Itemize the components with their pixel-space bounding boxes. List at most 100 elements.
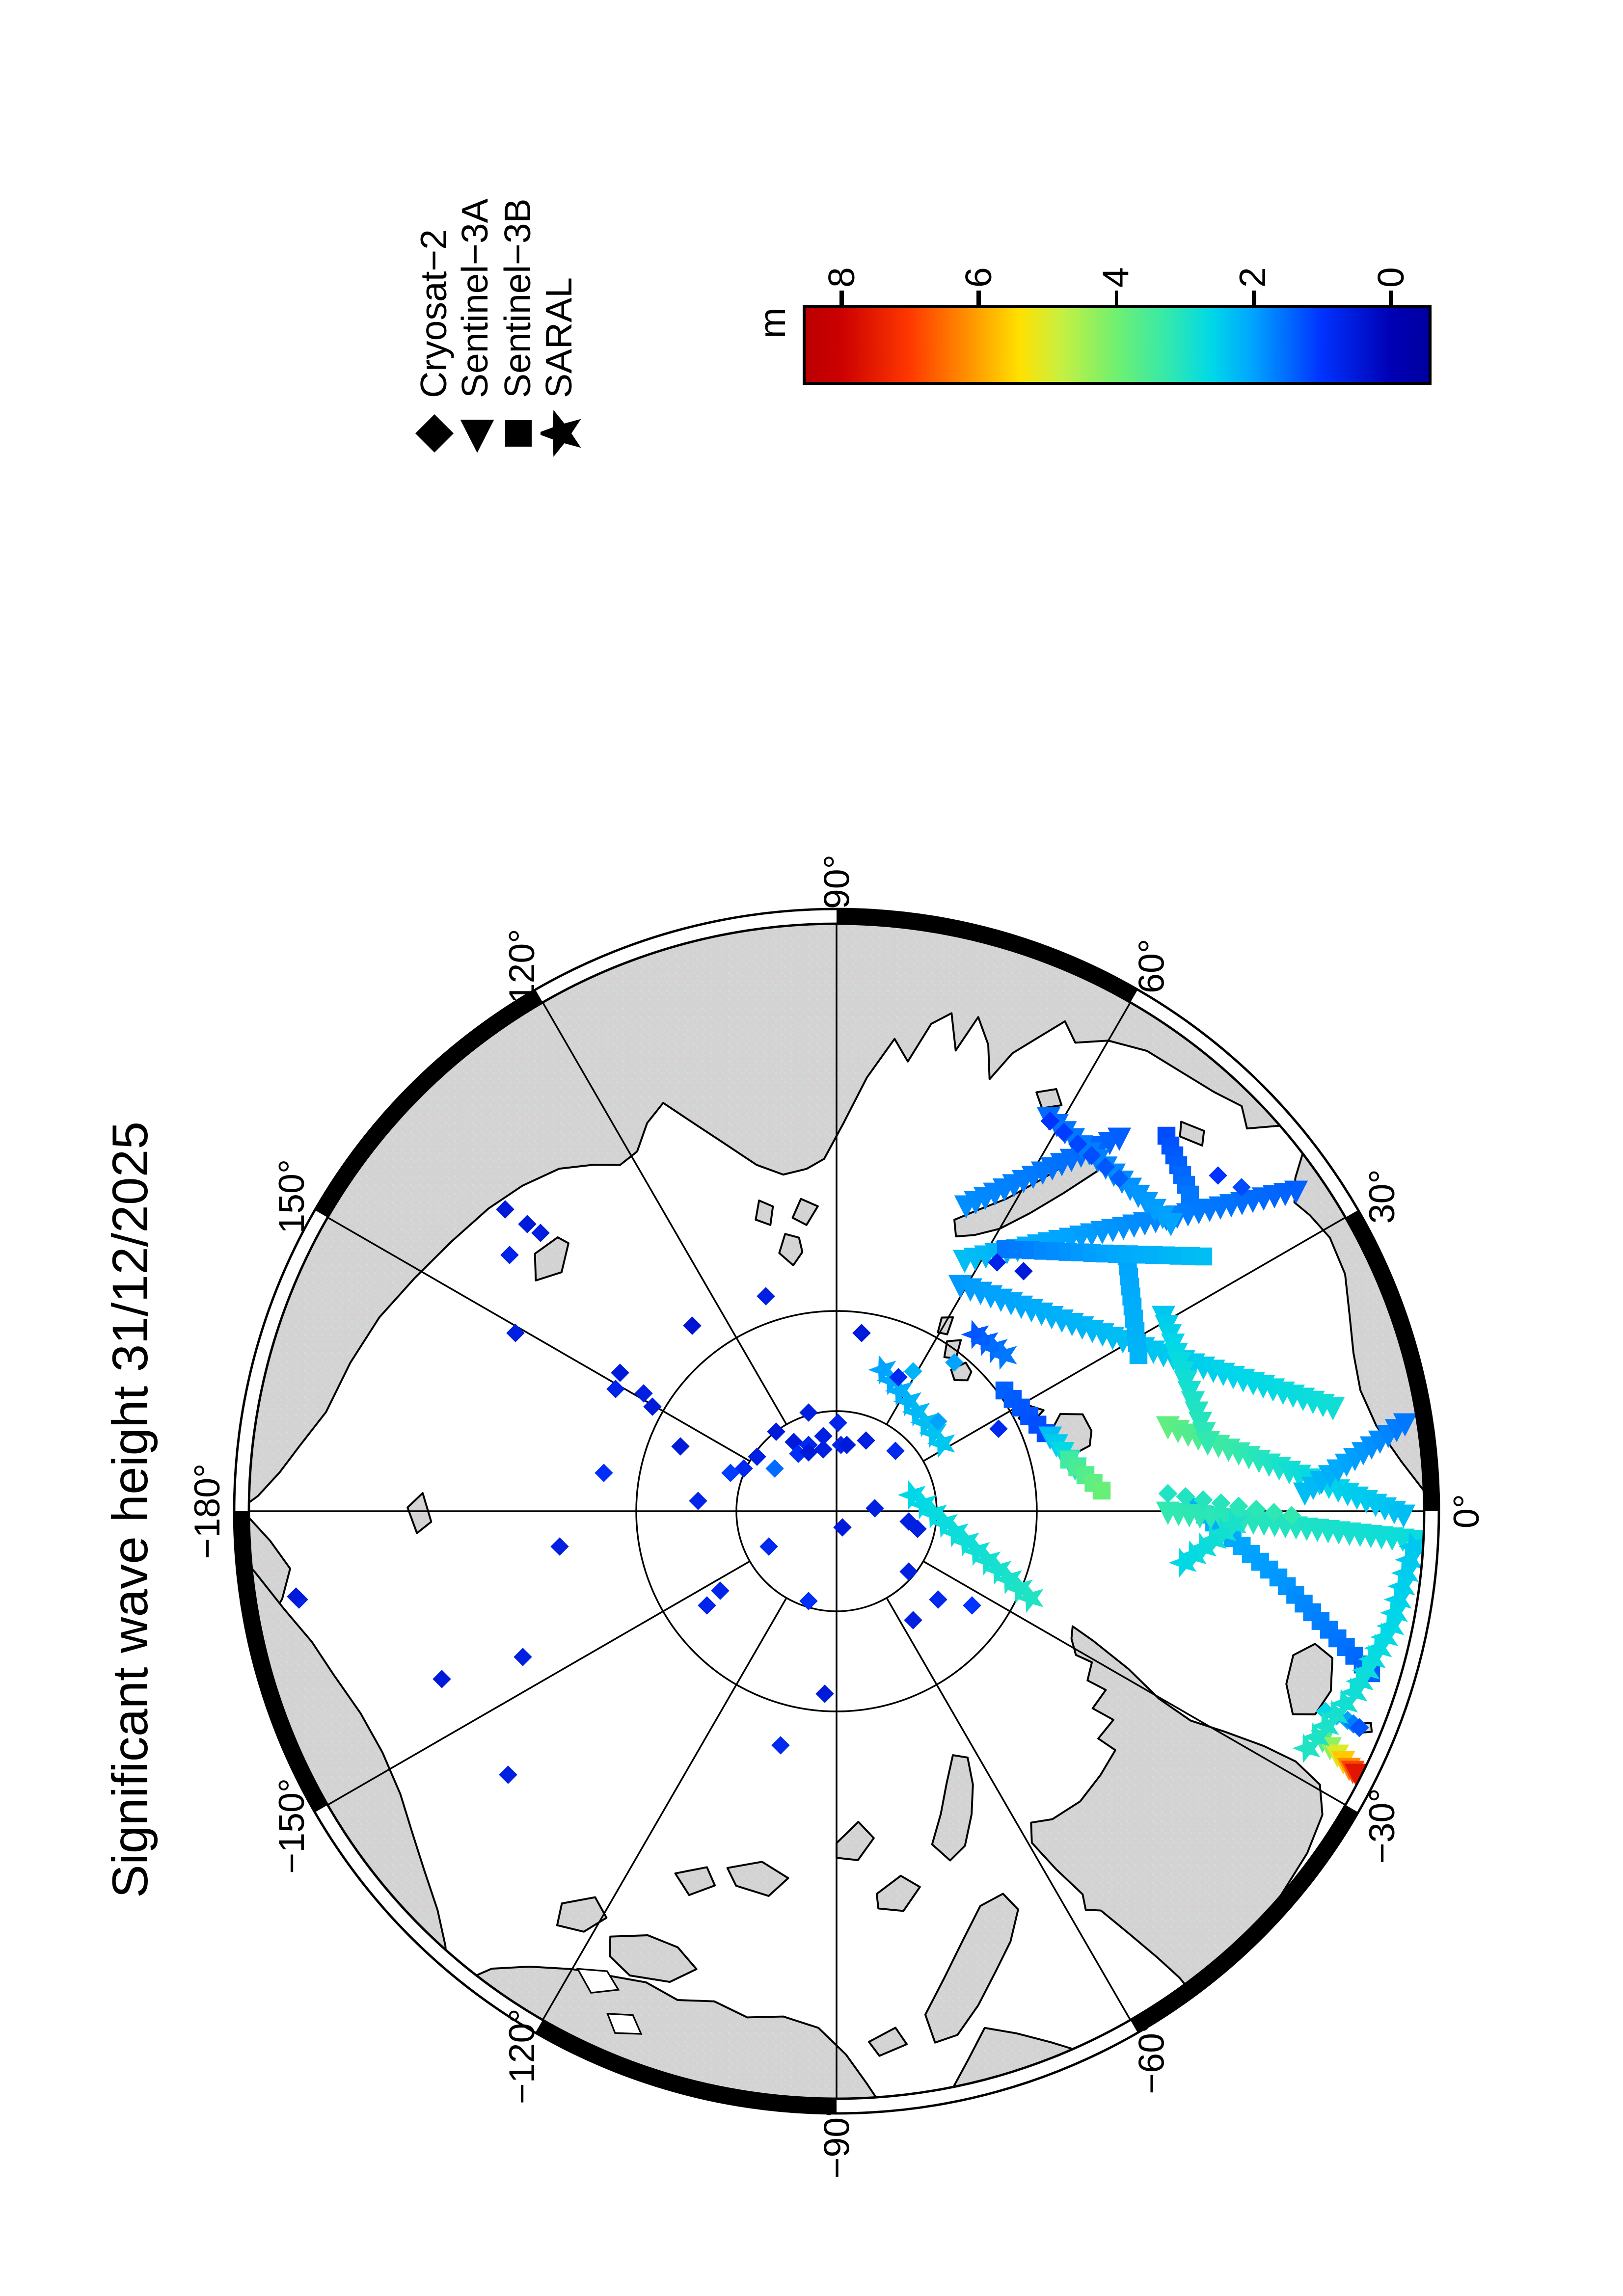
- track-Sentinel−3B: [1060, 1450, 1111, 1500]
- track-marker: [1344, 1763, 1369, 1787]
- cryosat-point: [1209, 1166, 1227, 1185]
- land-axel: [836, 1821, 875, 1861]
- track-marker: [962, 1536, 990, 1566]
- lake-great_slave: [606, 2013, 643, 2035]
- colorbar-tick-6: [977, 290, 981, 305]
- ring-black-segment: [836, 908, 1138, 1003]
- cryosat-point: [1014, 1262, 1033, 1281]
- track-marker: [1311, 1711, 1339, 1741]
- track-Sentinel−3A: [1293, 1413, 1417, 1506]
- meridian-label--90: −90°: [816, 2103, 857, 2178]
- legend-row-saral: SARAL: [540, 198, 582, 464]
- track-marker: [1376, 1611, 1405, 1641]
- track-marker: [929, 1508, 958, 1538]
- track-marker: [1321, 1397, 1345, 1420]
- meridian-label-150: 150°: [271, 1159, 312, 1234]
- colorbar-tick-label-2: 2: [1233, 267, 1274, 288]
- track-SARAL: [868, 1355, 955, 1458]
- track-marker: [1387, 1571, 1415, 1601]
- meridian-line-150: [327, 1216, 751, 1462]
- colorbar-tick-4: [1114, 290, 1118, 305]
- meridian-line-60: [886, 1002, 1131, 1425]
- track-marker: [1352, 1655, 1380, 1685]
- land-severnaya_c: [755, 1200, 774, 1226]
- diamond-icon: [415, 414, 454, 453]
- track-marker: [885, 1376, 913, 1406]
- track-marker: [1339, 1677, 1368, 1707]
- cryosat-point: [606, 1380, 625, 1398]
- meridian-label--120: −120°: [501, 2008, 542, 2104]
- track-marker: [1350, 1718, 1369, 1737]
- cryosat-point: [765, 1459, 784, 1478]
- meridian-label--150: −150°: [271, 1778, 312, 1874]
- cryosat-point: [689, 1492, 707, 1510]
- land-victoria: [609, 1934, 698, 1983]
- ring-black-segment: [234, 1511, 328, 1813]
- legend-label-saral: SARAL: [539, 277, 581, 398]
- cryosat-point: [767, 1422, 785, 1441]
- meridian-label-90: 90°: [816, 854, 857, 909]
- cryosat-point: [899, 1512, 918, 1531]
- meridian-line-210: [327, 1560, 751, 1806]
- legend-row-sentinel3b: Sentinel−3B: [497, 198, 540, 464]
- colorbar-tick-8: [839, 290, 844, 305]
- track-marker: [1158, 1484, 1178, 1503]
- star-icon: [540, 410, 581, 457]
- land-new_siberian: [534, 1236, 569, 1281]
- cryosat-point: [929, 1412, 947, 1431]
- meridian-line-330: [922, 1560, 1346, 1806]
- track-marker: [1159, 1213, 1183, 1236]
- meridian-label-60: 60°: [1131, 939, 1172, 993]
- legend-row-sentinel3a: Sentinel−3A: [456, 198, 498, 464]
- cryosat-point: [711, 1581, 730, 1600]
- land-prince_patrick: [674, 1866, 716, 1896]
- track-SARAL: [1168, 1509, 1247, 1577]
- track-marker: [919, 1418, 947, 1448]
- track-marker: [1198, 1525, 1227, 1555]
- meridian-label-0: 0°: [1446, 1494, 1487, 1528]
- land-banks: [556, 1896, 608, 1933]
- cryosat-point: [683, 1316, 702, 1335]
- track-marker: [1092, 1481, 1111, 1500]
- colorbar-tick-2: [1251, 290, 1256, 305]
- cryosat-point: [886, 1442, 905, 1460]
- cryosat-point: [889, 1368, 908, 1387]
- track-marker: [1189, 1532, 1217, 1562]
- track-marker: [1357, 1644, 1386, 1674]
- track-marker: [1364, 1633, 1392, 1663]
- cryosat-point: [799, 1443, 818, 1462]
- track-marker: [1321, 1700, 1349, 1730]
- land-kolguev: [1179, 1121, 1205, 1147]
- track-marker: [1181, 1185, 1199, 1204]
- cryosat-point: [929, 1590, 947, 1609]
- meridian-label-180: −180°: [187, 1464, 227, 1559]
- cryosat-point: [643, 1397, 662, 1416]
- cryosat-point: [963, 1596, 981, 1615]
- colorbar-tick-label-8: 8: [821, 267, 863, 288]
- track-marker: [1040, 1111, 1060, 1131]
- cryosat-point: [698, 1596, 716, 1615]
- track-Sentinel−3A: [1156, 1501, 1424, 1554]
- track-marker: [897, 1480, 926, 1510]
- track-marker: [1264, 1503, 1284, 1522]
- track-Sentinel−3B: [1157, 1126, 1199, 1204]
- cryosat-point: [829, 1414, 847, 1432]
- legend-label-sentinel3b: Sentinel−3B: [497, 198, 539, 398]
- track-marker: [961, 1319, 989, 1349]
- track-marker: [1218, 1509, 1247, 1539]
- plot-title: Significant wave height 31/12/2025: [103, 1121, 159, 1898]
- land-vaygach: [1035, 1088, 1063, 1109]
- ring-black-segment: [1345, 1210, 1439, 1511]
- cryosat-point: [866, 1499, 884, 1518]
- track-marker: [1209, 1517, 1237, 1547]
- cryosat-point: [799, 1592, 818, 1610]
- track-marker: [973, 1546, 1001, 1575]
- cryosat-point: [857, 1431, 875, 1450]
- track-marker: [994, 1564, 1022, 1594]
- track-marker: [1391, 1558, 1419, 1588]
- track-marker: [1383, 1584, 1412, 1614]
- colorbar-tick-label-0: 0: [1370, 267, 1412, 288]
- track-marker: [1301, 1722, 1330, 1752]
- track-SARAL: [961, 1319, 1017, 1370]
- track-marker: [893, 1387, 922, 1416]
